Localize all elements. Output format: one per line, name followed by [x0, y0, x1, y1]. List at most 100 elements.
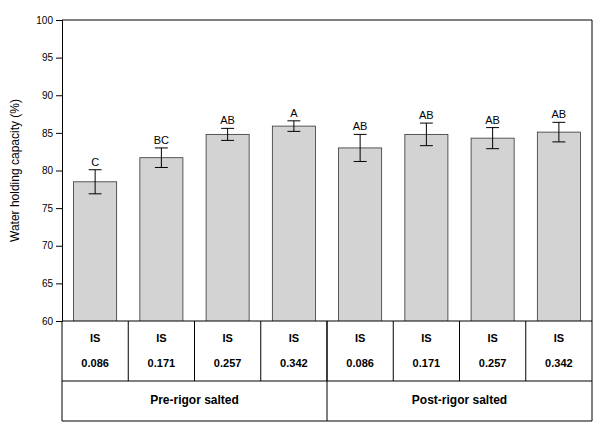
error-bar-stem	[227, 128, 228, 140]
y-axis-label: Water holding capacity (%)	[8, 99, 22, 242]
table-line	[260, 321, 261, 381]
sig-label: AB	[419, 109, 434, 121]
table-line	[194, 321, 195, 381]
plot-frame	[62, 20, 592, 321]
table-line	[459, 321, 460, 381]
category-title: IS	[487, 332, 497, 344]
error-bar-stem	[293, 121, 294, 132]
error-bar-stem	[558, 122, 559, 142]
error-bar	[287, 121, 300, 132]
error-bar-cap	[89, 169, 102, 170]
marks	[74, 121, 581, 321]
error-bar-cap	[486, 127, 499, 128]
group-label: Pre-rigor salted	[150, 393, 239, 407]
error-bar-cap	[420, 145, 433, 146]
error-bar	[552, 122, 565, 142]
y-tick-label: 60	[42, 316, 54, 327]
category-label: 0.342	[545, 357, 573, 369]
table-line	[393, 321, 394, 381]
y-tick: 75	[42, 203, 62, 214]
sig-labels: C BC AB A AB AB AB AB	[91, 107, 566, 168]
bar	[140, 158, 183, 321]
category-label: 0.171	[148, 357, 176, 369]
y-tick-mark	[56, 321, 62, 322]
error-bar	[89, 170, 102, 194]
y-tick: 90	[42, 90, 62, 101]
bar	[405, 134, 448, 321]
y-tick: 70	[42, 240, 62, 251]
table-line	[525, 321, 526, 381]
frame-line	[62, 20, 592, 21]
sig-label: AB	[353, 120, 368, 132]
y-tick-mark	[56, 133, 62, 134]
y-tick: 100	[36, 15, 62, 26]
group-label: Post-rigor salted	[412, 393, 507, 407]
bar	[339, 148, 382, 321]
y-tick-label: 80	[42, 165, 54, 176]
error-bar-cap	[354, 161, 367, 162]
error-bar-cap	[155, 167, 168, 168]
frame-line	[592, 20, 593, 321]
category-title: IS	[222, 332, 232, 344]
table-line	[128, 321, 129, 381]
error-bar-stem	[360, 134, 361, 161]
y-axis-line	[56, 21, 63, 322]
sig-label: AB	[485, 114, 500, 126]
y-tick-label: 90	[42, 90, 54, 101]
y-tick-label: 70	[42, 240, 54, 251]
error-bar	[420, 123, 433, 146]
y-axis: 60 65 70 75 80 85 90 95 100	[36, 15, 62, 327]
y-tick-mark	[56, 246, 62, 247]
y-tick-mark	[56, 283, 62, 284]
error-bar	[354, 134, 367, 161]
table-line	[62, 321, 63, 421]
error-bar-stem	[95, 170, 96, 194]
plot: 60 65 70 75 80 85 90 95 100 C BC AB A AB AB AB AB IS 0.086…	[36, 15, 592, 441]
category-title: IS	[289, 332, 299, 344]
error-bar-cap	[221, 140, 234, 141]
y-tick-label: 95	[42, 52, 54, 63]
error-bar-cap	[155, 147, 168, 148]
y-tick-mark	[56, 20, 62, 21]
y-tick: 65	[42, 278, 62, 289]
error-bar-cap	[287, 120, 300, 121]
category-label: 0.257	[479, 357, 507, 369]
y-tick-label: 85	[42, 128, 54, 139]
y-tick-label: 75	[42, 203, 54, 214]
category-title: IS	[421, 332, 431, 344]
category-label: 0.257	[214, 357, 242, 369]
bar	[206, 134, 249, 321]
label-table: IS0.086IS0.171IS0.257IS0.342IS0.086IS0.1…	[62, 321, 592, 421]
error-bar	[155, 148, 168, 168]
sig-label: A	[290, 107, 298, 119]
bar	[74, 182, 117, 321]
bar	[272, 126, 315, 321]
category-title: IS	[156, 332, 166, 344]
y-tick: 80	[42, 165, 62, 176]
category-title: IS	[90, 332, 100, 344]
y-tick: 60	[42, 316, 62, 327]
sig-label: C	[91, 156, 99, 168]
sig-label: BC	[154, 134, 169, 146]
table-line	[592, 321, 593, 421]
error-bar-cap	[552, 122, 565, 123]
category-label: 0.086	[346, 357, 374, 369]
sig-label: AB	[220, 114, 235, 126]
y-tick-label: 100	[36, 15, 53, 26]
error-bar	[221, 128, 234, 140]
error-bar-cap	[354, 134, 367, 135]
error-bar	[486, 128, 499, 149]
category-title: IS	[554, 332, 564, 344]
y-tick-mark	[56, 171, 62, 172]
error-bar-stem	[492, 128, 493, 149]
error-bar-cap	[420, 123, 433, 124]
category-label: 0.086	[81, 357, 109, 369]
error-bar-stem	[426, 123, 427, 146]
error-bar-cap	[221, 128, 234, 129]
chart: 60 65 70 75 80 85 90 95 100 C BC AB A AB AB AB AB IS 0.086…	[0, 0, 607, 441]
sig-label: AB	[552, 108, 567, 120]
y-tick-mark	[56, 58, 62, 59]
error-bar-cap	[552, 141, 565, 142]
bar	[537, 132, 580, 321]
category-label: 0.342	[280, 357, 308, 369]
